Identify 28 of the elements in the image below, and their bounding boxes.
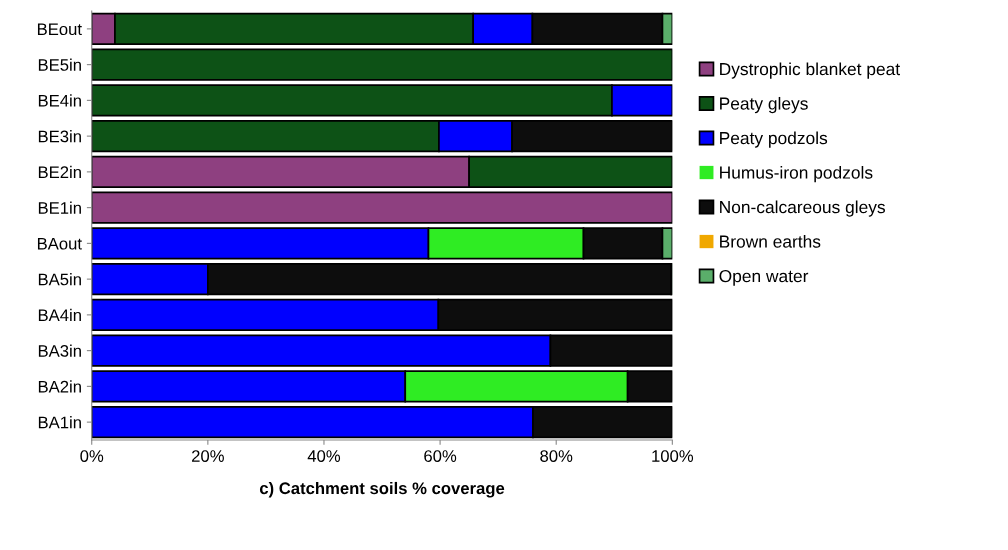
legend-label: Peaty podzols — [720, 131, 828, 148]
y-tick-label: BAout — [37, 237, 82, 250]
y-tick-label: BA1in — [38, 416, 81, 429]
y-tick-label: BA3in — [38, 344, 81, 357]
legend-label: Non-calcareous gleys — [720, 200, 885, 217]
x-tick-label: 40% — [307, 450, 341, 462]
x-tick-label: 60% — [424, 450, 457, 462]
y-tick-label: BA5in — [38, 273, 81, 286]
legend-label: Dystrophic blanket peat — [720, 62, 900, 79]
legend-label: Peaty gleys — [720, 96, 808, 114]
x-tick-label: 0% — [80, 450, 104, 462]
bar — [91, 191, 673, 224]
legend-label: Open water — [719, 269, 809, 286]
y-tick-label: BE3in — [38, 130, 81, 143]
y-tick-label: BE2in — [38, 165, 81, 178]
y-tick-label: BA2in — [38, 380, 81, 393]
legend-label: Brown earths — [720, 234, 821, 248]
x-tick-label: 80% — [540, 450, 573, 462]
bar — [91, 48, 673, 81]
x-tick-label: 20% — [192, 450, 224, 462]
legend-label: Humus-iron podzols — [720, 165, 873, 183]
x-tick-label: 100% — [652, 450, 694, 462]
y-tick-label: BE1in — [38, 201, 81, 214]
x-axis-title: c) Catchment soils % coverage — [259, 481, 505, 498]
y-tick-label: BE4in — [38, 94, 81, 107]
y-tick-label: BEout — [37, 23, 82, 36]
y-tick-label: BA4in — [38, 308, 81, 321]
y-tick-label: BE5in — [38, 58, 81, 71]
